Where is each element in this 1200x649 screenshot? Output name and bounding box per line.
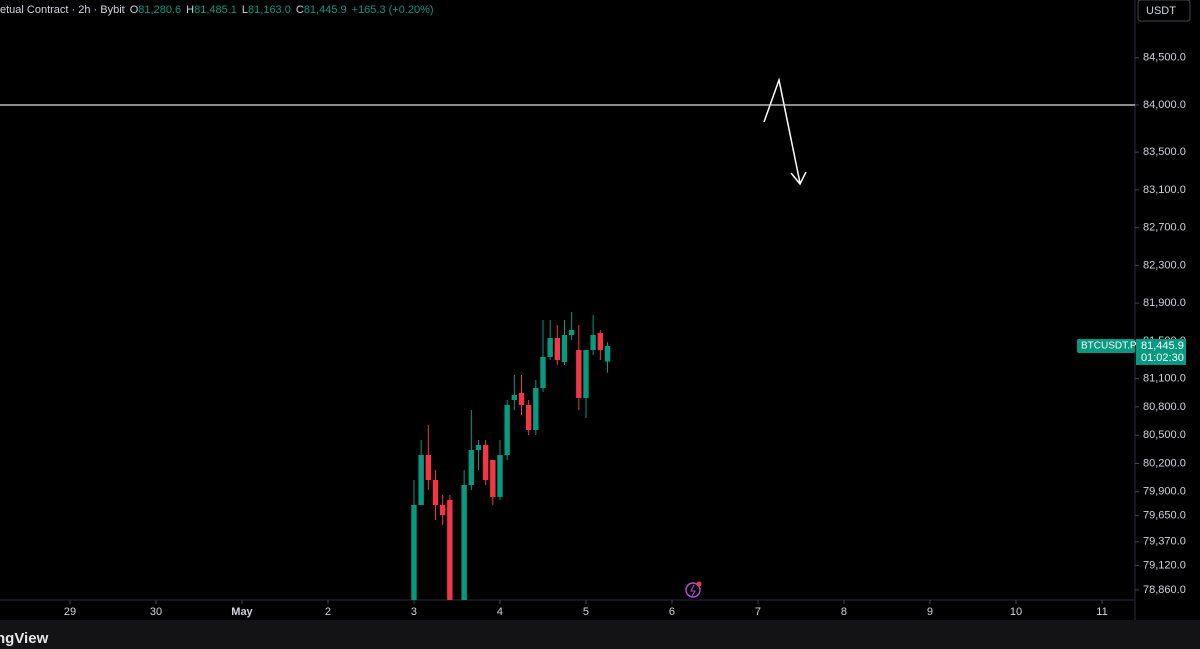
candle-body — [547, 338, 553, 357]
y-tick-label: 84,500.0 — [1143, 52, 1186, 64]
x-tick-label: 5 — [583, 606, 589, 618]
candle-body — [511, 395, 518, 400]
candle-body — [583, 350, 589, 399]
candle-body — [425, 455, 432, 480]
candle-body — [568, 330, 575, 335]
candles — [411, 311, 611, 600]
drawing-arrow — [763, 77, 807, 186]
y-tick-label: 81,900.0 — [1143, 297, 1186, 309]
candle-body — [411, 505, 417, 600]
footer-logo: ngView — [0, 630, 49, 647]
y-tick-label: 79,650.0 — [1143, 509, 1186, 521]
x-tick-label: 29 — [64, 606, 76, 618]
symbol-label: BTCUSDT.P — [1081, 341, 1137, 352]
legend-o: O — [130, 4, 139, 16]
y-tick-label: 80,800.0 — [1143, 401, 1186, 413]
legend-h: H — [186, 4, 194, 16]
y-tick-label: 80,200.0 — [1143, 457, 1186, 469]
candle-body — [561, 335, 568, 362]
y-tick-label: 83,500.0 — [1143, 146, 1186, 158]
candle-body — [439, 505, 446, 515]
x-tick-label: May — [231, 606, 253, 618]
y-tick-label: 82,700.0 — [1143, 222, 1186, 234]
y-tick-label: 83,100.0 — [1143, 184, 1186, 196]
x-tick-label: 30 — [150, 606, 162, 618]
ohlc-legend: etual Contract · 2h · Bybit O 81,280.6 H 81,… — [0, 4, 434, 16]
legend-l: L — [242, 4, 248, 16]
candle-body — [468, 450, 475, 485]
candle-body — [525, 405, 532, 430]
x-tick-label: 6 — [669, 606, 675, 618]
legend-h-value: 81,485.1 — [194, 4, 237, 16]
candle-body — [447, 500, 453, 600]
x-tick-label: 7 — [755, 606, 761, 618]
candle-body — [554, 338, 561, 360]
x-tick-label: 2 — [325, 606, 331, 618]
candle-body — [576, 350, 582, 399]
candle-body — [590, 335, 596, 350]
symbol-label-bg — [1077, 338, 1135, 353]
x-tick-label: 4 — [497, 606, 503, 618]
x-tick-label: 9 — [927, 606, 933, 618]
y-tick-label: 79,120.0 — [1143, 559, 1186, 571]
candle-body — [482, 445, 489, 480]
candle-body — [597, 333, 604, 350]
x-tick-label: 8 — [841, 606, 847, 618]
legend-c-value: 81,445.9 — [304, 4, 347, 16]
currency-button-label[interactable]: USDT — [1146, 5, 1176, 17]
y-tick-label: 84,000.0 — [1143, 99, 1186, 111]
y-tick-label: 79,370.0 — [1143, 536, 1186, 548]
y-tick-label: 82,300.0 — [1143, 259, 1186, 271]
candle-body — [504, 405, 510, 455]
y-tick-label: 78,860.0 — [1143, 584, 1186, 596]
legend-l-value: 81,163.0 — [248, 4, 291, 16]
footer-bar — [0, 620, 1200, 649]
candle-body — [604, 345, 611, 362]
legend-symbol-text: etual Contract · 2h · Bybit — [0, 4, 125, 16]
countdown-label: 01:02:30 — [1141, 352, 1184, 364]
candle-body — [461, 485, 467, 600]
legend-change: +165.3 (+0.20%) — [352, 4, 434, 16]
legend-c: C — [296, 4, 304, 16]
candle-body — [518, 393, 525, 405]
candle-body — [540, 356, 546, 389]
x-tick-label: 11 — [1096, 606, 1107, 618]
x-tick-label: 10 — [1010, 606, 1022, 618]
candle-body — [490, 460, 496, 497]
price-label: 81,445.9 — [1141, 340, 1184, 352]
candle-body — [418, 455, 424, 505]
candle-body — [533, 388, 539, 430]
price-label-bg — [1136, 338, 1186, 365]
candle-body — [475, 445, 482, 450]
y-tick-label: 81,100.0 — [1143, 372, 1186, 384]
candle-body — [497, 455, 503, 497]
legend-o-value: 81,280.6 — [138, 4, 181, 16]
y-tick-label: 79,900.0 — [1143, 486, 1186, 498]
y-tick-label: 80,500.0 — [1143, 429, 1186, 441]
candle-body — [432, 480, 439, 505]
currency-button[interactable] — [1137, 0, 1191, 22]
x-tick-label: 3 — [411, 606, 417, 618]
indicator-icon — [685, 581, 702, 598]
